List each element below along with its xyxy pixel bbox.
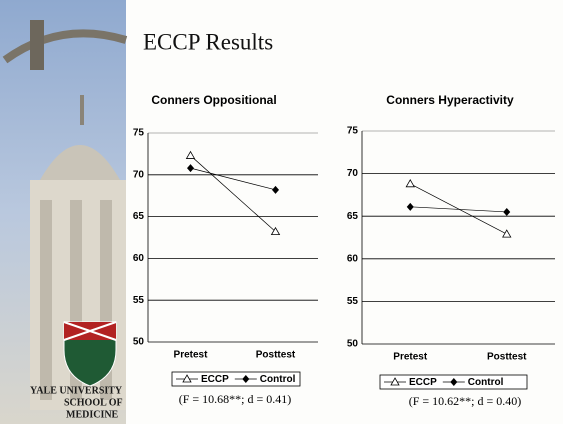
marker <box>185 150 196 159</box>
y-tick-label: 65 <box>133 211 145 222</box>
y-tick-label: 60 <box>133 253 145 264</box>
y-tick-label: 55 <box>133 295 145 306</box>
logo-text: SCHOOL OF <box>64 397 123 408</box>
marker <box>406 202 414 211</box>
legend-label: Control <box>468 377 504 388</box>
legend-label: ECCP <box>409 377 437 388</box>
slide-title: ECCP Results <box>143 29 273 54</box>
series-line <box>190 167 276 191</box>
legend-label: ECCP <box>201 374 229 385</box>
y-tick-label: 65 <box>347 211 359 222</box>
chart-title: Conners Oppositional <box>151 93 276 107</box>
annotation: (F = 10.68**; d = 0.41) <box>179 392 292 406</box>
logo-text: YALE UNIVERSITY <box>30 385 123 396</box>
marker <box>450 378 458 386</box>
series-line <box>410 183 507 235</box>
y-tick-label: 70 <box>133 169 145 180</box>
chart-title: Conners Hyperactivity <box>386 93 514 107</box>
marker <box>182 374 192 383</box>
y-tick-label: 50 <box>347 339 359 350</box>
annotation: (F = 10.62**; d = 0.40) <box>409 394 522 408</box>
y-tick-label: 75 <box>133 128 145 139</box>
marker <box>405 179 415 188</box>
side-image <box>0 0 128 424</box>
marker <box>502 229 512 238</box>
x-tick-label: Pretest <box>174 350 209 361</box>
y-tick-label: 70 <box>347 168 359 179</box>
marker <box>390 377 400 386</box>
series-line <box>410 206 507 213</box>
marker <box>242 375 250 383</box>
y-tick-label: 75 <box>347 126 359 137</box>
x-tick-label: Posttest <box>487 352 527 363</box>
x-tick-label: Pretest <box>393 352 428 363</box>
series-line <box>190 155 276 232</box>
logo-text: MEDICINE <box>66 409 119 420</box>
y-tick-label: 60 <box>347 253 359 264</box>
marker <box>187 164 194 173</box>
y-tick-label: 50 <box>133 337 145 348</box>
marker <box>270 226 281 236</box>
legend-label: Control <box>260 374 296 385</box>
marker <box>272 185 279 194</box>
marker <box>503 207 511 216</box>
y-tick-label: 55 <box>347 296 359 307</box>
x-tick-label: Posttest <box>256 350 296 361</box>
